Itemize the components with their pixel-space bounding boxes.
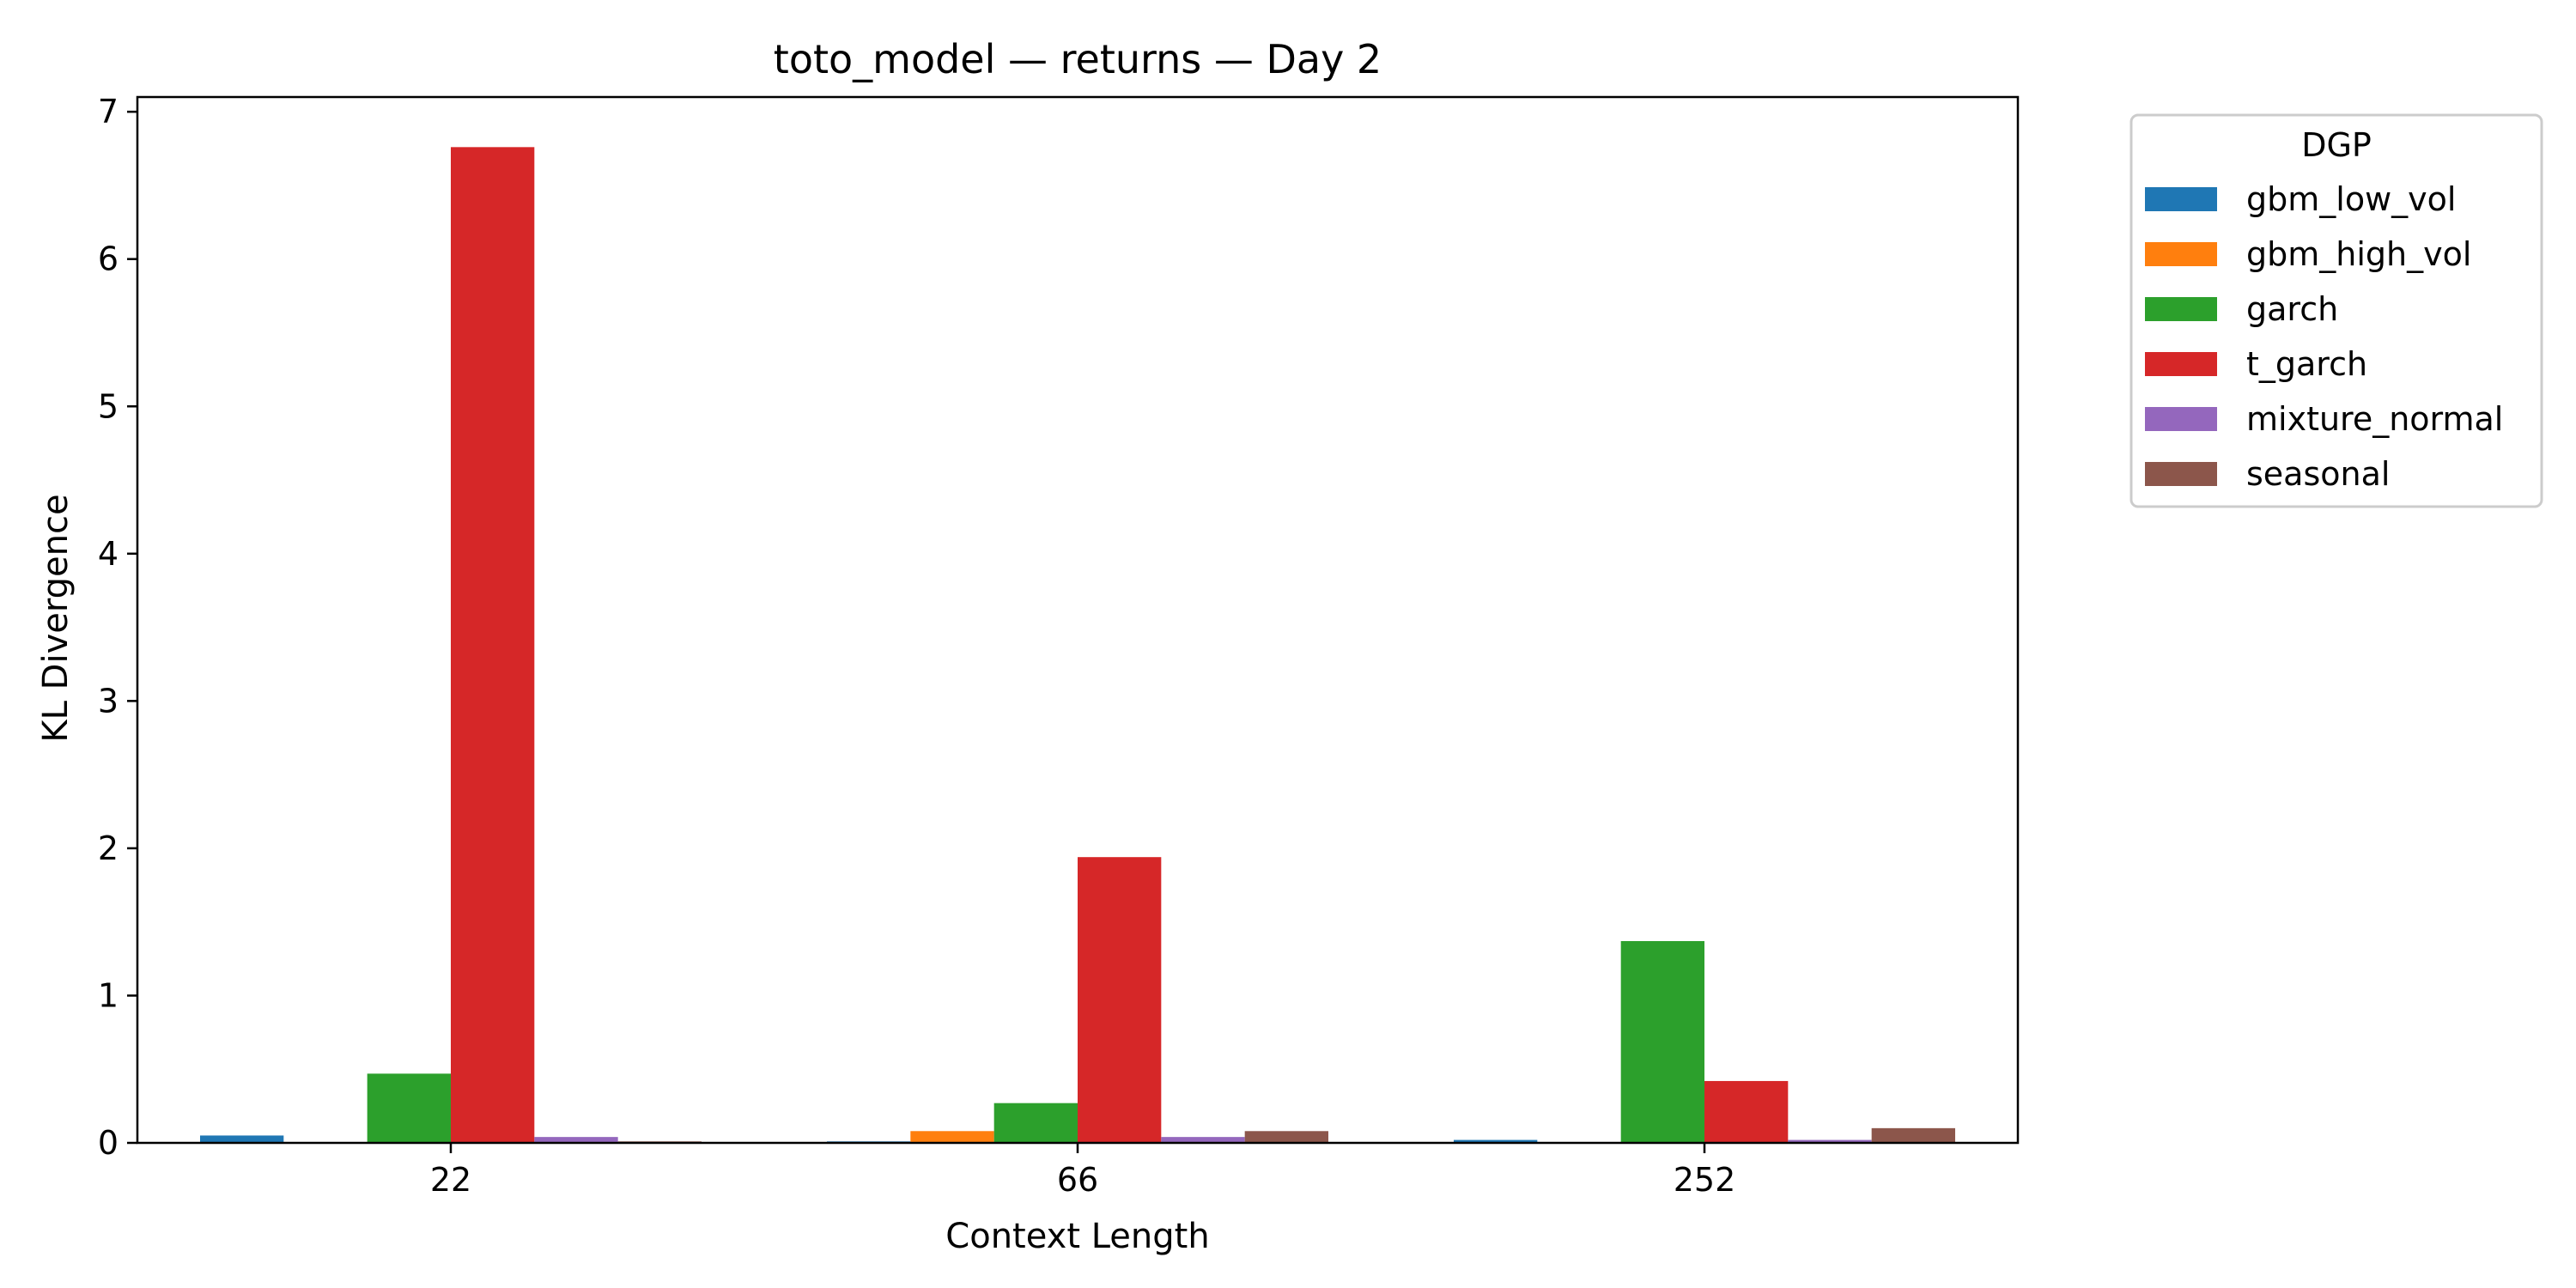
legend-swatch-gbm_high_vol (2145, 242, 2217, 266)
legend-label-gbm_low_vol: gbm_low_vol (2246, 180, 2456, 218)
y-axis: 0 1 2 3 4 5 6 7 (98, 93, 137, 1162)
y-tick-label: 1 (98, 976, 118, 1014)
legend-label-seasonal: seasonal (2246, 455, 2390, 493)
legend-swatch-mixture_normal (2145, 407, 2217, 431)
bar-gbm_high_vol-66 (910, 1131, 994, 1143)
y-tick-label: 7 (98, 93, 118, 131)
x-axis-label: Context Length (945, 1217, 1209, 1256)
bar-t_garch-22 (451, 147, 535, 1144)
plot-area (136, 95, 2020, 1145)
bar-gbm_low_vol-252 (1454, 1139, 1538, 1143)
bar-mixture_normal-252 (1788, 1139, 1872, 1143)
y-tick-label: 2 (98, 829, 118, 867)
legend-swatch-garch (2145, 297, 2217, 321)
legend-label-t_garch: t_garch (2246, 345, 2367, 383)
bar-t_garch-66 (1078, 857, 1162, 1143)
bar-t_garch-252 (1704, 1080, 1789, 1143)
bar-gbm_low_vol-22 (200, 1135, 284, 1143)
bar-garch-22 (367, 1073, 451, 1143)
legend-swatch-gbm_low_vol (2145, 187, 2217, 211)
bar-seasonal-252 (1871, 1127, 1955, 1143)
bar-seasonal-66 (1244, 1131, 1328, 1143)
y-tick-label: 4 (98, 535, 118, 573)
y-tick-label: 3 (98, 682, 118, 720)
x-axis: 22 66 252 (430, 1143, 1735, 1199)
y-tick-label: 6 (98, 240, 118, 278)
bar-mixture_normal-22 (534, 1137, 618, 1143)
x-tick-label: 22 (430, 1161, 471, 1199)
legend-label-mixture_normal: mixture_normal (2246, 400, 2503, 438)
legend-frame (2129, 113, 2543, 508)
legend-swatch-seasonal (2145, 462, 2217, 486)
legend-swatch-t_garch (2145, 352, 2217, 376)
legend-title: DGP (2301, 126, 2372, 164)
y-tick-label: 0 (98, 1124, 118, 1162)
x-tick-label: 66 (1057, 1161, 1098, 1199)
y-axis-label: KL Divergence (36, 494, 76, 742)
legend-label-garch: garch (2246, 290, 2338, 328)
bar-garch-66 (993, 1103, 1078, 1143)
y-tick-label: 5 (98, 387, 118, 425)
x-tick-label: 252 (1674, 1161, 1736, 1199)
chart-title: toto_model — returns — Day 2 (774, 36, 1382, 82)
legend-label-gbm_high_vol: gbm_high_vol (2246, 235, 2471, 273)
bar-mixture_normal-66 (1161, 1137, 1245, 1143)
bar-garch-252 (1620, 940, 1704, 1143)
